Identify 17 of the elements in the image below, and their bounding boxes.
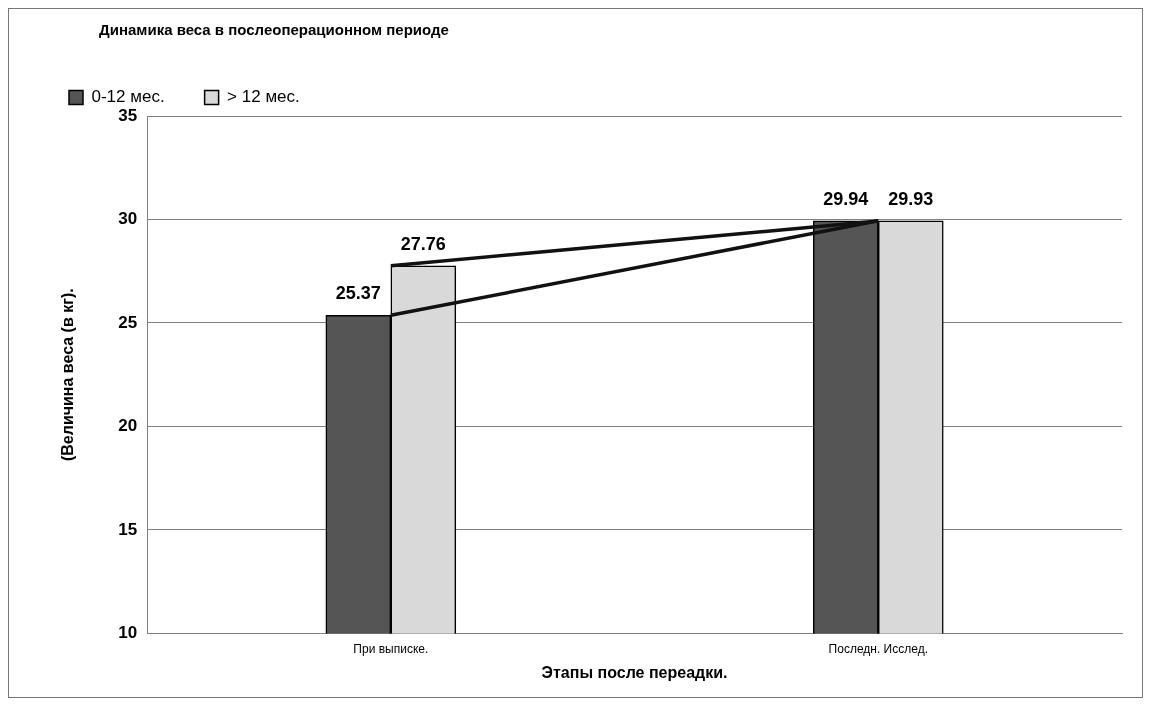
y-tick-label: 10 — [118, 623, 138, 643]
chart-title: Динамика веса в послеоперационном периоде — [99, 21, 449, 39]
y-tick-label: 15 — [118, 519, 138, 539]
legend-label: 0-12 мес. — [91, 87, 165, 107]
x-axis-title: Этапы после переадки. — [541, 663, 728, 681]
y-tick-label: 30 — [118, 209, 138, 229]
y-tick-label: 35 — [118, 105, 138, 125]
data-label: 29.94 — [823, 188, 869, 209]
y-tick-label: 20 — [118, 416, 138, 436]
y-axis-title: (Величина веса (в кг). — [59, 288, 77, 462]
x-tick-label: При выписке. — [353, 641, 429, 656]
data-label: 25.37 — [335, 283, 381, 304]
data-label: 27.76 — [400, 233, 446, 254]
legend-label: > 12 мес. — [227, 87, 300, 107]
y-tick-label: 25 — [118, 312, 138, 332]
data-label: 29.93 — [888, 188, 934, 209]
x-tick-label: Последн. Исслед. — [828, 641, 928, 656]
